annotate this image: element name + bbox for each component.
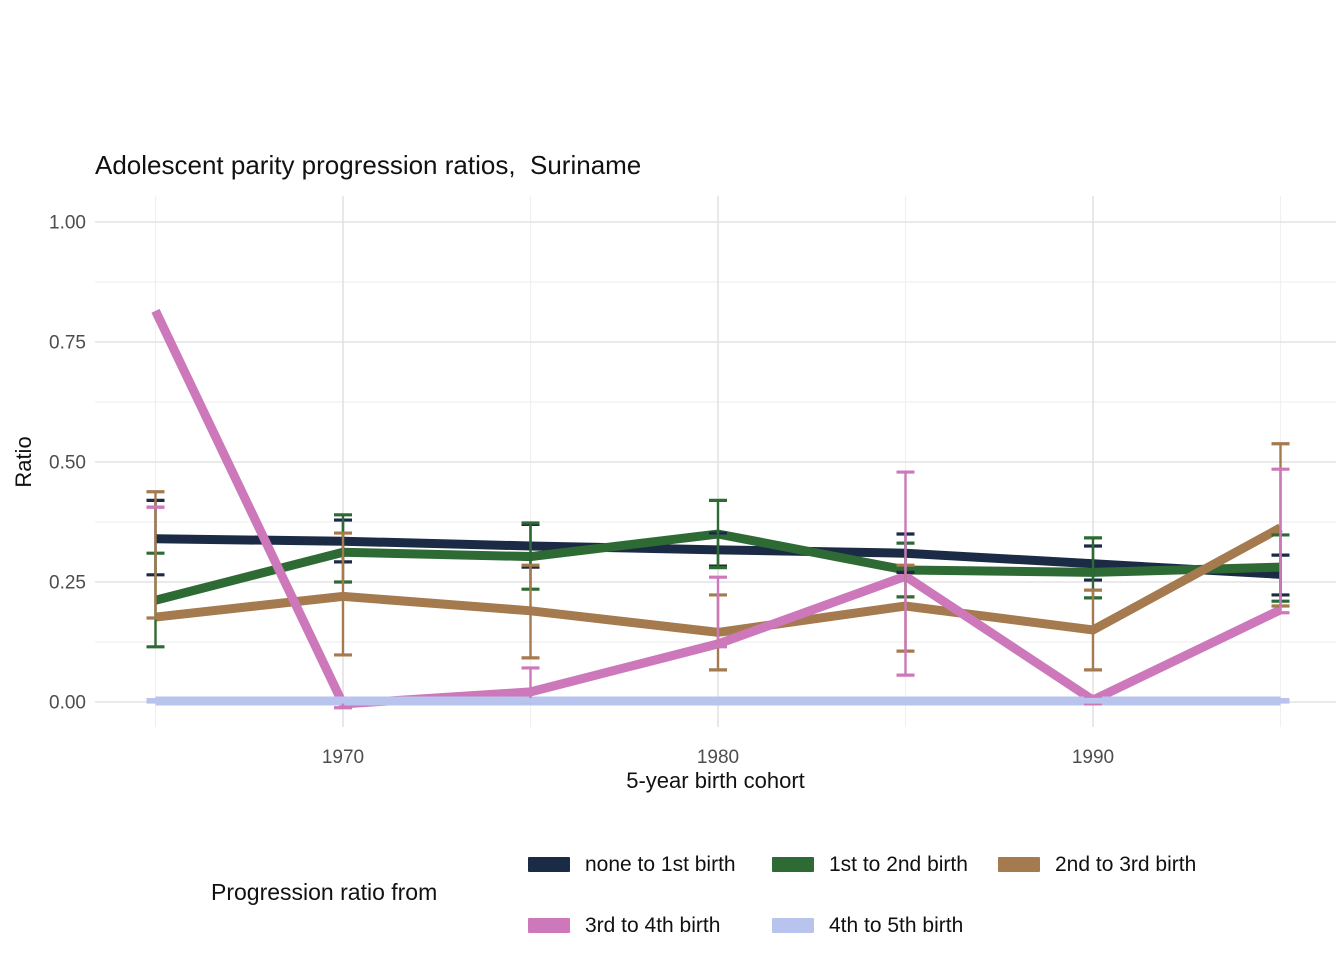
- axis-tick-labels: 0.00 0.25 0.50 0.75 1.00 1970 1980 1990: [49, 213, 1114, 769]
- x-tick-label: 1970: [322, 747, 364, 768]
- legend-item-label-1st-to-2nd-birth: 1st to 2nd birth: [829, 853, 968, 876]
- y-tick-label: 1.00: [49, 213, 86, 234]
- legend-item-label-3rd-to-4th-birth: 3rd to 4th birth: [585, 914, 721, 937]
- x-tick-label: 1980: [697, 747, 739, 768]
- legend-swatch-4th-to-5th-birth: [772, 918, 814, 933]
- legend-swatch-2nd-to-3rd-birth: [998, 857, 1040, 872]
- x-tick-label: 1990: [1072, 747, 1114, 768]
- y-tick-label: 0.25: [49, 573, 86, 594]
- errorbars-4th-to-5th-birth: [146, 697, 1290, 704]
- chart-title: Adolescent parity progression ratios, Su…: [95, 150, 642, 180]
- legend-swatch-3rd-to-4th-birth: [528, 918, 570, 933]
- legend-swatch-none-to-1st-birth: [528, 857, 570, 872]
- legend-item-label-2nd-to-3rd-birth: 2nd to 3rd birth: [1055, 853, 1197, 876]
- legend-item-label-4th-to-5th-birth: 4th to 5th birth: [829, 914, 964, 937]
- x-axis-title: 5-year birth cohort: [626, 768, 805, 793]
- legend-swatch-1st-to-2nd-birth: [772, 857, 814, 872]
- legend-title: Progression ratio from: [211, 879, 438, 905]
- y-tick-label: 0.50: [49, 453, 86, 474]
- y-tick-label: 0.00: [49, 693, 86, 714]
- legend-item-label-none-to-1st-birth: none to 1st birth: [585, 853, 736, 876]
- y-tick-label: 0.75: [49, 333, 86, 354]
